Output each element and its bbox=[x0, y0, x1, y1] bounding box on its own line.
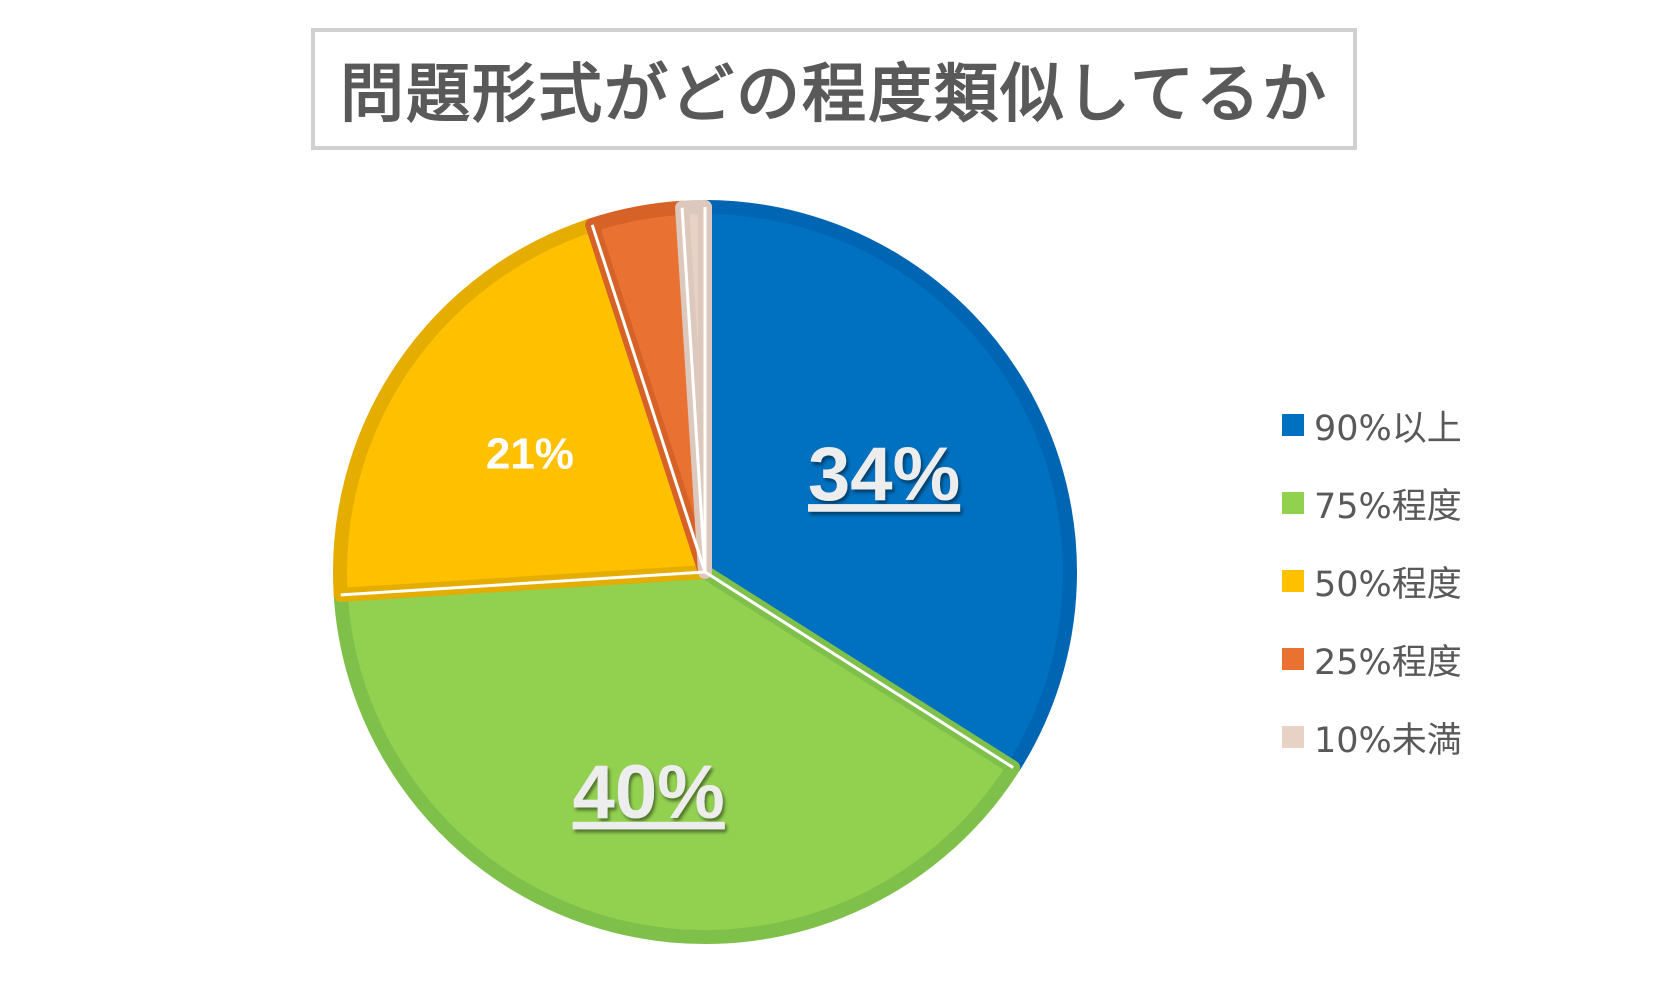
legend-swatch-3 bbox=[1282, 570, 1304, 592]
chart-title: 問題形式がどの程度類似してるか bbox=[339, 58, 1329, 132]
legend-item-3: 50%程度 bbox=[1282, 542, 1502, 620]
legend-label-3: 50%程度 bbox=[1314, 564, 1462, 605]
legend-swatch-5 bbox=[1282, 726, 1304, 748]
legend-label-1: 90%以上 bbox=[1314, 408, 1462, 449]
slice-separator-4 bbox=[590, 224, 707, 573]
data-label-2: 40% bbox=[573, 750, 725, 835]
chart-title-box: 問題形式がどの程度類似してるか bbox=[311, 28, 1357, 150]
legend-item-1: 90%以上 bbox=[1282, 386, 1502, 464]
legend-label-2: 75%程度 bbox=[1314, 486, 1462, 527]
data-label-1: 34% bbox=[808, 432, 960, 517]
legend-swatch-1 bbox=[1282, 414, 1304, 436]
slice-separator-2 bbox=[704, 570, 1014, 769]
slice-separator-5 bbox=[680, 207, 707, 573]
legend: 90%以上 75%程度 50%程度 25%程度 10%未満 bbox=[1282, 386, 1502, 776]
slice-separator-3 bbox=[340, 570, 706, 597]
pie-slice-3 bbox=[333, 217, 712, 602]
legend-swatch-4 bbox=[1282, 648, 1304, 670]
pie-slice-2 bbox=[333, 565, 1021, 944]
legend-label-4: 25%程度 bbox=[1314, 642, 1462, 683]
legend-item-2: 75%程度 bbox=[1282, 464, 1502, 542]
legend-item-5: 10%未満 bbox=[1282, 698, 1502, 776]
legend-swatch-2 bbox=[1282, 492, 1304, 514]
data-label-3: 21% bbox=[486, 429, 574, 478]
legend-label-5: 10%未満 bbox=[1314, 720, 1462, 761]
legend-item-4: 25%程度 bbox=[1282, 620, 1502, 698]
